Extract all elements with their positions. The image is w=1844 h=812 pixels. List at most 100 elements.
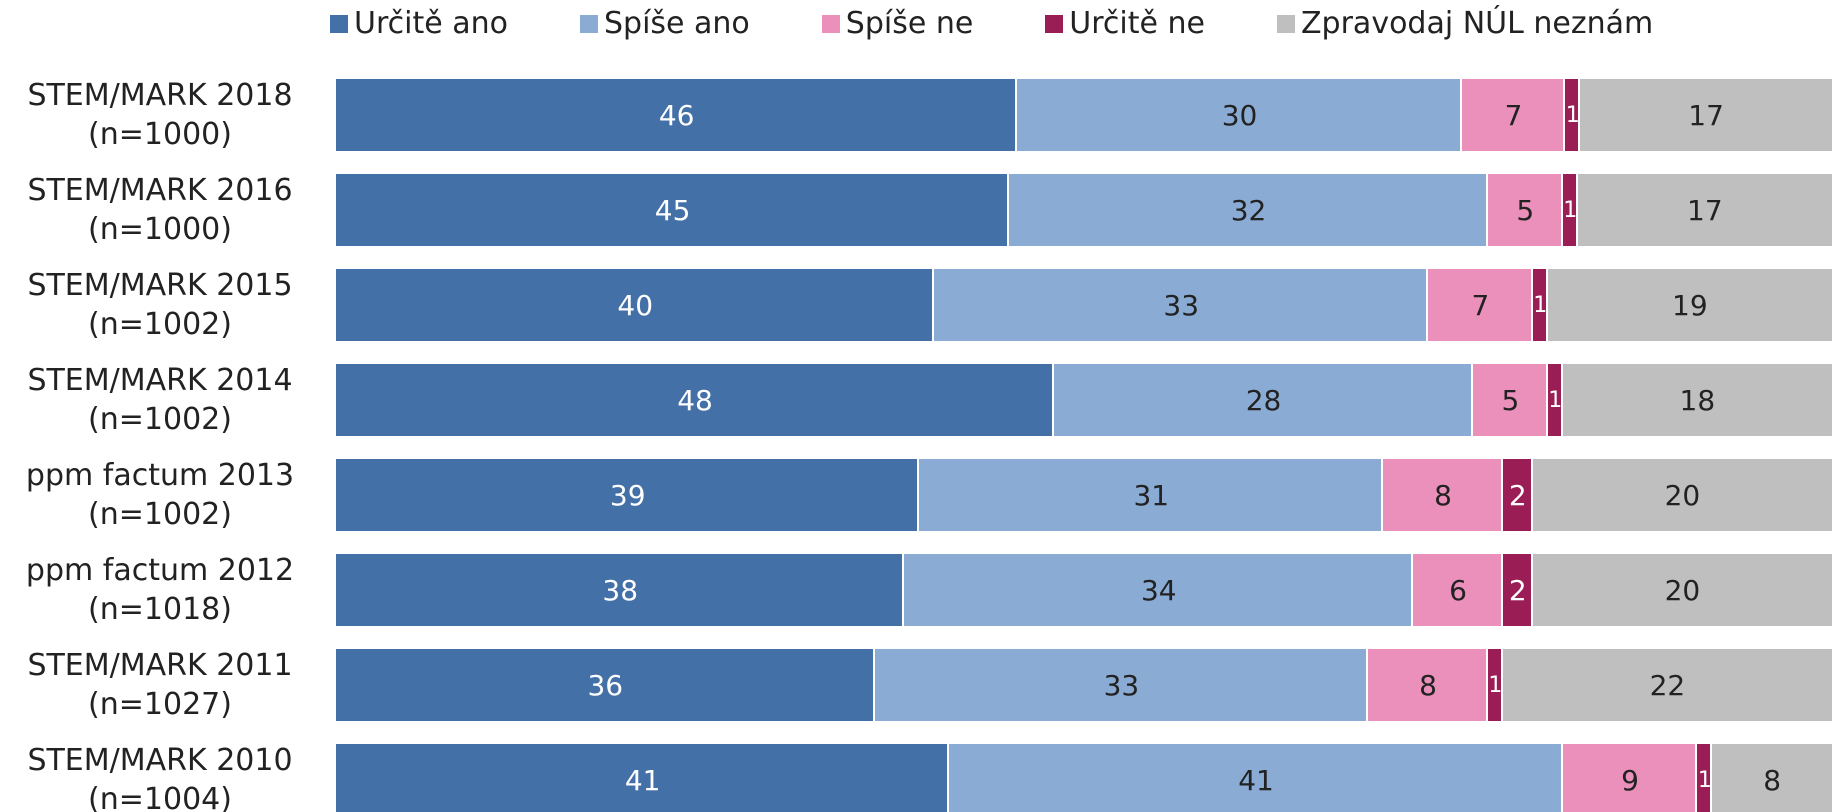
data-label: 36 bbox=[587, 668, 624, 702]
data-label: 46 bbox=[658, 98, 695, 132]
data-label: 8 bbox=[1763, 763, 1782, 797]
data-label: 8 bbox=[1419, 668, 1437, 702]
bar-segment bbox=[1532, 459, 1832, 531]
bar-segment bbox=[1502, 554, 1533, 626]
bar-segment bbox=[1502, 649, 1832, 721]
data-label: 41 bbox=[624, 763, 661, 797]
legend-label: Spíše ne bbox=[845, 6, 974, 41]
data-label: 17 bbox=[1688, 98, 1724, 132]
bar-segment bbox=[1487, 174, 1563, 246]
bar-segment bbox=[1532, 554, 1832, 626]
data-label: 7 bbox=[1471, 288, 1490, 322]
bar-segment bbox=[949, 744, 1563, 812]
legend-swatch bbox=[579, 14, 598, 33]
bar-segment bbox=[1562, 174, 1578, 246]
bar-segment bbox=[1577, 174, 1832, 246]
legend-swatch bbox=[1045, 14, 1064, 33]
bar-segment bbox=[1547, 364, 1563, 436]
bar-segment bbox=[934, 269, 1429, 341]
bar-segment bbox=[874, 649, 1369, 721]
data-label: 2 bbox=[1508, 478, 1527, 512]
category-label: STEM/MARK 2018 (n=1000) bbox=[27, 78, 293, 152]
data-label: 33 bbox=[1103, 668, 1140, 702]
data-label: 6 bbox=[1449, 573, 1467, 607]
category-label: ppm factum 2013 (n=1002) bbox=[25, 458, 295, 532]
bar-segment bbox=[1502, 459, 1533, 531]
bar-segment bbox=[336, 79, 1018, 151]
bar-segment bbox=[336, 269, 935, 341]
data-label: 31 bbox=[1133, 478, 1170, 512]
bar-segment bbox=[1054, 364, 1473, 436]
bar-segment bbox=[1697, 744, 1713, 812]
legend-label: Spíše ano bbox=[603, 6, 750, 41]
data-label: 1 bbox=[1563, 197, 1578, 223]
data-label: 9 bbox=[1621, 763, 1639, 797]
data-label: 32 bbox=[1230, 193, 1267, 227]
bar-segment bbox=[1565, 79, 1581, 151]
data-label: 1 bbox=[1565, 102, 1580, 128]
bar-segment bbox=[336, 554, 905, 626]
data-label: 5 bbox=[1501, 383, 1520, 417]
bar-segment bbox=[1712, 744, 1832, 812]
bar-segment bbox=[1532, 269, 1548, 341]
legend-label: Určitě ano bbox=[354, 6, 508, 41]
data-label: 45 bbox=[654, 193, 691, 227]
data-label: 7 bbox=[1504, 98, 1523, 132]
data-label: 41 bbox=[1238, 763, 1274, 797]
bar-segment bbox=[336, 459, 920, 531]
legend-swatch bbox=[821, 14, 840, 33]
category-label: STEM/MARK 2016 (n=1000) bbox=[27, 173, 293, 247]
legend-swatch bbox=[330, 14, 348, 33]
bar-segment bbox=[1383, 459, 1503, 531]
bar-segment bbox=[1461, 79, 1566, 151]
bar-segment bbox=[919, 459, 1384, 531]
bar-segment bbox=[904, 554, 1414, 626]
data-label: 38 bbox=[602, 573, 639, 607]
legend-item: Spíše ano bbox=[579, 6, 750, 41]
bar-segment bbox=[336, 174, 1010, 246]
data-label: 39 bbox=[609, 478, 646, 512]
bar-segment bbox=[1009, 174, 1488, 246]
data-label: 1 bbox=[1697, 767, 1712, 793]
bar-segment bbox=[1428, 269, 1533, 341]
legend-label: Určitě ne bbox=[1069, 6, 1205, 41]
data-label: 34 bbox=[1140, 573, 1177, 607]
category-label: ppm factum 2012 (n=1018) bbox=[25, 553, 295, 627]
data-label: 48 bbox=[677, 383, 713, 417]
data-label: 2 bbox=[1508, 573, 1527, 607]
legend-item: Spíše ne bbox=[821, 6, 974, 41]
data-label: 20 bbox=[1664, 573, 1701, 607]
bar-segment bbox=[1487, 649, 1503, 721]
bar-segment bbox=[336, 649, 875, 721]
legend: Určitě ano Spíše ano Spíše ne Určitě ne Zpra… bbox=[330, 6, 1725, 41]
bar-segment bbox=[336, 364, 1055, 436]
legend-swatch bbox=[1277, 14, 1295, 33]
data-label: 18 bbox=[1679, 383, 1716, 417]
legend-item: Zpravodaj NÚL neznám bbox=[1277, 6, 1653, 41]
bar-segment bbox=[1547, 269, 1832, 341]
bar-segment bbox=[1368, 649, 1488, 721]
category-label: STEM/MARK 2010 (n=1004) bbox=[27, 743, 293, 812]
bar-segment bbox=[1562, 364, 1832, 436]
data-label: 19 bbox=[1672, 288, 1708, 322]
data-label: 1 bbox=[1533, 292, 1548, 318]
category-label: STEM/MARK 2014 (n=1002) bbox=[27, 363, 293, 437]
legend-item: Určitě ne bbox=[1045, 6, 1205, 41]
category-label: STEM/MARK 2015 (n=1002) bbox=[27, 268, 293, 342]
category-label: STEM/MARK 2011 (n=1027) bbox=[27, 648, 293, 722]
data-label: 8 bbox=[1434, 478, 1452, 512]
data-label: 22 bbox=[1649, 668, 1686, 702]
bar-segment bbox=[336, 744, 950, 812]
data-label: 40 bbox=[617, 288, 654, 322]
legend-item: Určitě ano bbox=[330, 6, 508, 41]
bar-segment bbox=[1017, 79, 1462, 151]
data-label: 1 bbox=[1548, 387, 1563, 413]
data-label: 20 bbox=[1664, 478, 1701, 512]
data-label: 30 bbox=[1221, 98, 1258, 132]
bar-segment bbox=[1413, 554, 1503, 626]
bar-segment bbox=[1562, 744, 1698, 812]
data-label: 28 bbox=[1245, 383, 1282, 417]
data-label: 5 bbox=[1516, 193, 1535, 227]
data-label: 33 bbox=[1163, 288, 1200, 322]
